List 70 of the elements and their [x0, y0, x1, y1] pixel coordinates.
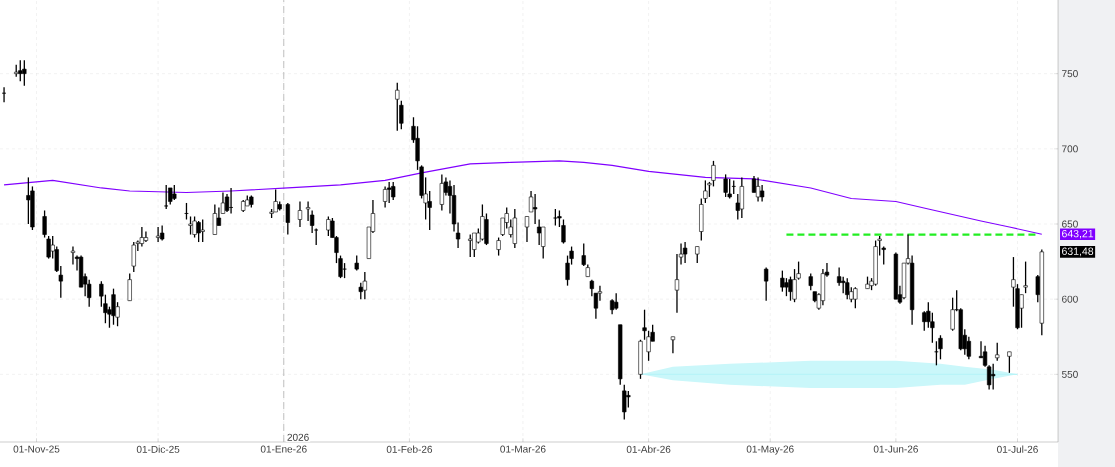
x-tick-label: 01-May-26 [746, 445, 794, 455]
candlestick [853, 286, 858, 309]
y-tick-label: 750 [1062, 70, 1078, 78]
candlestick [537, 218, 542, 246]
candlestick [764, 266, 769, 302]
candlestick [196, 220, 201, 243]
candlestick [1, 86, 7, 103]
candlestick [387, 181, 392, 204]
candlestick [46, 235, 51, 260]
candlestick [127, 272, 132, 302]
candlestick [192, 215, 197, 239]
candlestick [87, 278, 92, 308]
y-tick-label: 650 [1062, 220, 1078, 228]
candlestick [711, 160, 716, 188]
candlestick [922, 310, 927, 332]
candlestick [18, 59, 23, 82]
candlestick [532, 193, 538, 225]
candlestick [26, 176, 31, 225]
candlestick [780, 269, 785, 293]
x-tick-label: 01-Dic-25 [136, 445, 180, 453]
candlestick [22, 59, 27, 87]
candlestick [788, 275, 793, 302]
candlestick [995, 342, 1000, 362]
candlestick [200, 218, 205, 243]
candlestick [674, 253, 680, 314]
x-tick-label: 01-Feb-26 [386, 445, 433, 453]
candlestick [285, 202, 290, 236]
candlestick [496, 236, 501, 257]
candlestick [845, 277, 850, 300]
candlestick [188, 215, 193, 236]
annotation: 643,21 [1062, 229, 1094, 239]
candlestick [42, 209, 47, 239]
candlestick [468, 233, 473, 258]
candlestick [1007, 351, 1012, 374]
annotation: 631,48 [1062, 247, 1094, 257]
candlestick [784, 277, 789, 297]
candlestick [212, 203, 217, 236]
candlestick [382, 185, 388, 209]
candlestick [1023, 260, 1028, 294]
y-tick-label: 600 [1062, 295, 1078, 303]
candlestick [326, 215, 331, 237]
candlestick [439, 173, 444, 212]
candlestick [524, 215, 530, 243]
candlestick [991, 363, 996, 391]
candlestick [670, 336, 676, 354]
candlestick [297, 200, 303, 228]
candlestick [305, 200, 311, 222]
y-tick-label: 550 [1061, 370, 1078, 378]
candlestick [581, 242, 586, 267]
line-series [3, 160, 1043, 235]
x-tick-label: 01-Ene-26 [260, 445, 307, 453]
x-tick-label: 01-Jul-26 [997, 445, 1038, 453]
candlestick [395, 82, 400, 132]
x-tick-label: 01-Jun-26 [873, 445, 918, 453]
candlestick [739, 176, 744, 219]
candlestick [70, 245, 76, 266]
y-tick-label: 700 [1062, 145, 1078, 153]
candlestick [682, 241, 688, 264]
x-tick-label: 01-Abr-26 [626, 445, 671, 453]
candlestick [131, 241, 136, 273]
candlestick [228, 187, 234, 215]
ref-line-label: 2026 [287, 433, 309, 441]
candlestick [472, 232, 477, 258]
candlestick [220, 191, 226, 215]
x-tick-label: 01-Nov-25 [13, 445, 60, 453]
candlestick [391, 181, 396, 201]
candlestick [111, 288, 116, 326]
x-tick-label: 01-Mar-26 [500, 445, 546, 453]
candlestick [723, 173, 728, 198]
candlestick [480, 203, 485, 242]
